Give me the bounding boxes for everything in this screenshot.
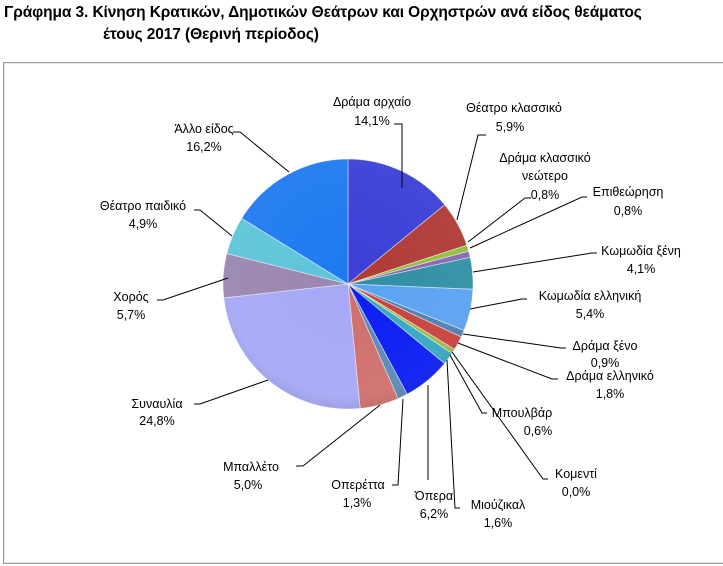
label-drama-xeno-name: Δράμα ξένο: [573, 339, 638, 353]
label-drama-klassiko-neotero-name2: νεώτερο: [522, 169, 568, 183]
label-boulevard-value: 0,6%: [524, 424, 553, 438]
leader-line: [157, 277, 229, 301]
chart-title-line2: έτους 2017 (Θερινή περίοδος): [103, 26, 319, 43]
label-komenti-value: 0,0%: [562, 485, 591, 499]
leader-line: [392, 398, 404, 486]
leader-line: [233, 131, 290, 173]
label-drama-klassiko-neotero-name: Δράμα κλασσικό: [499, 151, 590, 165]
label-ballet-name: Μπαλλέτο: [223, 460, 279, 474]
label-drama-archaio-name: Δράμα αρχαίο: [333, 95, 411, 109]
leader-lines: [157, 123, 597, 509]
label-theatro-klassiko-name: Θέατρο κλασσικό: [466, 101, 562, 115]
label-drama-elliniko-name: Δράμα ελληνικό: [566, 369, 654, 383]
leader-line: [296, 404, 381, 467]
leader-line: [467, 197, 531, 243]
leader-line: [446, 359, 460, 509]
leader-line: [462, 333, 566, 349]
leader-line: [194, 379, 269, 405]
label-operetta-name: Οπερέττα: [331, 478, 385, 492]
label-choros-value: 5,7%: [117, 308, 146, 322]
label-theatro-paidiko-name: Θέατρο παιδικό: [100, 199, 186, 213]
label-mioyzikal-name: Μιούζικαλ: [471, 498, 526, 512]
label-opera-value: 6,2%: [420, 507, 449, 521]
leader-line: [449, 354, 487, 414]
label-komodia-elliniki-value: 5,4%: [576, 307, 605, 321]
label-choros-name: Χορός: [113, 290, 148, 304]
label-synavlia-value: 24,8%: [139, 414, 174, 428]
leader-line: [469, 298, 527, 310]
label-opera-name: Όπερα: [414, 489, 453, 503]
label-theatro-klassiko-value: 5,9%: [496, 120, 525, 134]
leader-line: [472, 252, 597, 273]
label-ballet-value: 5,0%: [234, 478, 263, 492]
leader-line: [394, 123, 403, 188]
label-allo-eidos-value: 16,2%: [186, 140, 221, 154]
label-komodia-elliniki-name: Κωμωδία ελληνική: [539, 289, 642, 303]
leader-line: [469, 196, 587, 249]
label-komodia-xeni-value: 4,1%: [627, 262, 656, 276]
leader-line: [451, 351, 548, 480]
label-drama-xeno-value: 0,9%: [591, 356, 620, 370]
label-epitheorisi-value: 0,8%: [614, 204, 643, 218]
chart-title-line1: Γράφημα 3. Κίνηση Κρατικών, Δημοτικών Θε…: [4, 4, 642, 21]
label-mioyzikal-value: 1,6%: [484, 516, 513, 530]
leader-line: [456, 134, 486, 221]
label-epitheorisi-name: Επιθεώρηση: [593, 185, 664, 199]
label-komodia-xeni-name: Κωμωδία ξένη: [601, 244, 681, 258]
label-allo-eidos-name: Άλλο είδος: [174, 122, 233, 136]
label-komenti-name: Κομεντί: [555, 467, 597, 481]
label-drama-archaio-value: 14,1%: [354, 114, 389, 128]
pie-shading: [223, 159, 473, 409]
data-labels: Δράμα αρχαίο 14,1% Θέατρο κλασσικό 5,9% …: [100, 95, 681, 530]
label-operetta-value: 1,3%: [343, 496, 372, 510]
label-drama-klassiko-neotero-value: 0,8%: [531, 188, 560, 202]
label-drama-elliniko-value: 1,8%: [596, 387, 625, 401]
chart-title: Γράφημα 3. Κίνηση Κρατικών, Δημοτικών Θε…: [4, 2, 642, 46]
label-boulevard-name: Μπουλβάρ: [492, 406, 552, 420]
leader-line: [457, 342, 558, 380]
label-synavlia-name: Συναυλία: [131, 397, 182, 411]
leader-line: [194, 209, 233, 237]
label-theatro-paidiko-value: 4,9%: [129, 217, 158, 231]
